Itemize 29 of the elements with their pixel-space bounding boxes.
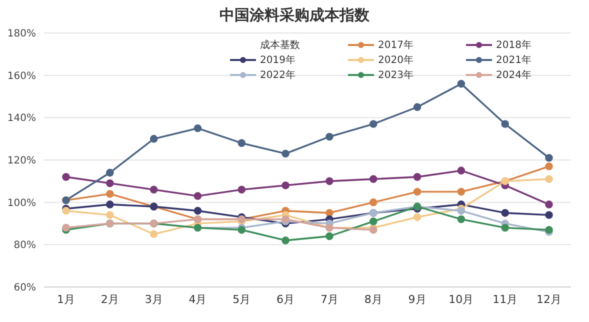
x-tick-label: 9月: [408, 292, 426, 306]
legend-label: 2019年: [260, 54, 296, 67]
x-tick-label: 10月: [448, 292, 474, 306]
legend-label: 2023年: [378, 69, 414, 82]
legend-label: 2018年: [496, 39, 532, 52]
text: 成本基数: [260, 38, 300, 52]
legend-label: 2024年: [496, 69, 532, 82]
x-tick-label: 2月: [100, 292, 119, 306]
chart-title: 中国涂料采购成本指数: [218, 6, 370, 25]
x-tick-label: 8月: [364, 292, 382, 306]
y-tick-label: 100%: [7, 198, 36, 209]
x-tick-label: 11月: [492, 292, 518, 306]
y-tick-label: 140%: [7, 113, 36, 124]
legend-label: 2022年: [260, 69, 296, 82]
x-tick-label: 12月: [536, 292, 562, 306]
x-tick-label: 7月: [320, 292, 338, 306]
legend-label: 2021年: [496, 54, 532, 67]
y-tick-label: 160%: [7, 70, 36, 82]
legend-label: 2017年: [378, 39, 414, 52]
legend-label: 2020年: [378, 54, 414, 67]
x-tick-label: 3月: [144, 292, 163, 306]
x-tick-label: 1月: [57, 292, 75, 306]
y-tick-label: 80%: [14, 240, 36, 252]
y-tick-label: 60%: [14, 282, 36, 294]
x-tick-label: 6月: [276, 292, 295, 306]
y-tick-label: 180%: [7, 28, 36, 40]
x-tick-label: 4月: [188, 292, 207, 306]
x-tick-label: 5月: [232, 292, 251, 306]
y-tick-label: 120%: [7, 156, 36, 167]
